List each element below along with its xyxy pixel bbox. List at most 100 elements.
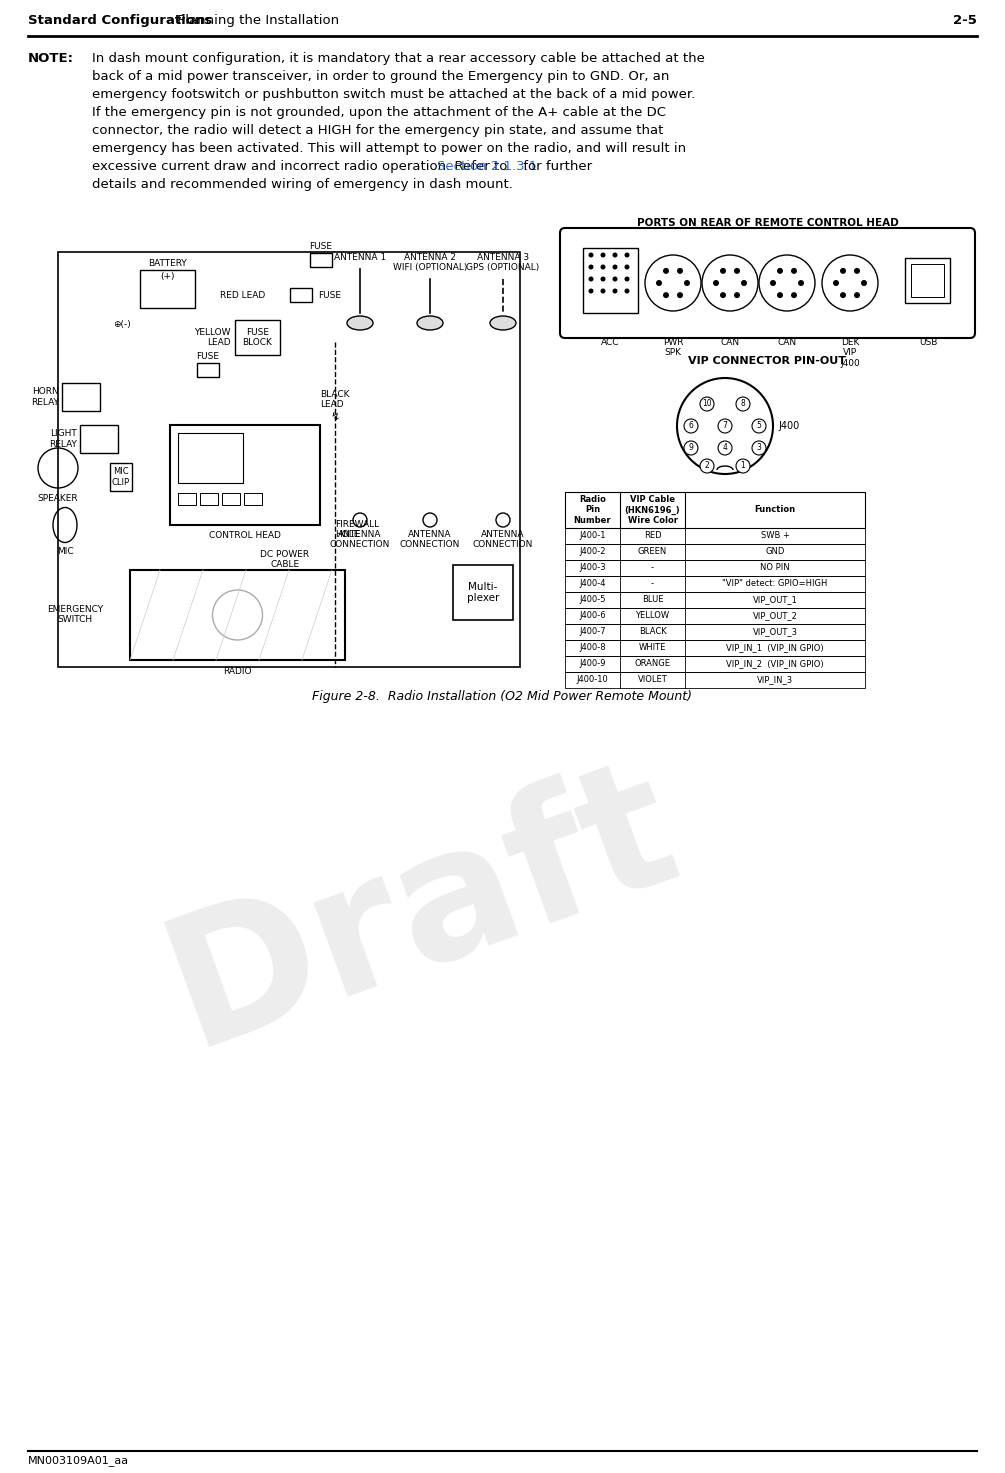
Circle shape — [798, 280, 804, 286]
Bar — [178, 493, 196, 505]
Circle shape — [589, 289, 594, 293]
Text: VIP_IN_1  (VIP_IN GPIO): VIP_IN_1 (VIP_IN GPIO) — [727, 644, 824, 653]
Text: WHITE: WHITE — [639, 644, 666, 653]
Bar — [565, 527, 865, 544]
Circle shape — [612, 277, 617, 281]
Text: FUSE: FUSE — [310, 242, 333, 250]
Circle shape — [861, 280, 867, 286]
Text: 6: 6 — [688, 421, 693, 430]
Text: back of a mid power transceiver, in order to ground the Emergency pin to GND. Or: back of a mid power transceiver, in orde… — [92, 71, 669, 82]
Bar — [222, 493, 240, 505]
Circle shape — [718, 418, 732, 433]
Text: details and recommended wiring of emergency in dash mount.: details and recommended wiring of emerge… — [92, 178, 513, 191]
Text: PWR
SPK: PWR SPK — [662, 337, 683, 358]
Text: VIP_IN_3: VIP_IN_3 — [757, 676, 793, 685]
Bar — [565, 608, 865, 625]
Circle shape — [777, 292, 783, 298]
Text: USB: USB — [919, 337, 938, 348]
Circle shape — [752, 418, 766, 433]
Bar — [565, 592, 865, 608]
Text: YELLOW
LEAD: YELLOW LEAD — [195, 328, 231, 348]
Text: Section 2.1.3.1: Section 2.1.3.1 — [437, 161, 538, 172]
Text: 3: 3 — [757, 443, 762, 452]
Circle shape — [720, 292, 726, 298]
Text: Figure 2-8.  Radio Installation (O2 Mid Power Remote Mount): Figure 2-8. Radio Installation (O2 Mid P… — [313, 689, 692, 703]
Circle shape — [663, 292, 669, 298]
Text: FIREWALL
HOLE: FIREWALL HOLE — [335, 520, 379, 539]
Circle shape — [720, 268, 726, 274]
Text: VIP_OUT_2: VIP_OUT_2 — [753, 611, 797, 620]
Circle shape — [854, 292, 860, 298]
Ellipse shape — [490, 317, 516, 330]
Circle shape — [734, 268, 740, 274]
Text: Planning the Installation: Planning the Installation — [173, 15, 339, 27]
Circle shape — [624, 265, 629, 270]
Text: DC POWER
CABLE: DC POWER CABLE — [260, 549, 310, 570]
Circle shape — [736, 398, 750, 411]
Circle shape — [840, 268, 846, 274]
Text: J400: J400 — [778, 421, 799, 432]
Text: LIGHT
RELAY: LIGHT RELAY — [49, 429, 77, 449]
Text: 2-5: 2-5 — [953, 15, 977, 27]
Text: If the emergency pin is not grounded, upon the attachment of the A+ cable at the: If the emergency pin is not grounded, up… — [92, 106, 666, 119]
Text: VIOLET: VIOLET — [637, 676, 667, 685]
Circle shape — [734, 292, 740, 298]
Text: ANTENNA
CONNECTION: ANTENNA CONNECTION — [330, 530, 390, 549]
Bar — [235, 320, 280, 355]
Text: excessive current draw and incorrect radio operation. Refer to: excessive current draw and incorrect rad… — [92, 161, 512, 172]
Text: SWB +: SWB + — [761, 532, 790, 541]
Text: 8: 8 — [741, 399, 746, 408]
Circle shape — [854, 268, 860, 274]
Bar — [178, 433, 243, 483]
Bar — [904, 258, 950, 303]
Text: RED: RED — [643, 532, 661, 541]
Text: RADIO: RADIO — [223, 667, 251, 676]
Text: NO PIN: NO PIN — [760, 564, 790, 573]
Text: ANTENNA 1: ANTENNA 1 — [334, 253, 386, 262]
Text: BATTERY: BATTERY — [148, 259, 187, 268]
Text: VIP CONNECTOR PIN-OUT: VIP CONNECTOR PIN-OUT — [688, 356, 846, 365]
Text: connector, the radio will detect a HIGH for the emergency pin state, and assume : connector, the radio will detect a HIGH … — [92, 124, 663, 137]
Text: J400-2: J400-2 — [579, 548, 606, 557]
Circle shape — [601, 277, 605, 281]
Text: SPEAKER: SPEAKER — [38, 493, 78, 502]
Text: J400-1: J400-1 — [579, 532, 606, 541]
Circle shape — [770, 280, 776, 286]
Bar — [583, 247, 638, 312]
Circle shape — [718, 440, 732, 455]
Text: ↯: ↯ — [331, 412, 340, 421]
Text: ANTENNA 2
WIFI (OPTIONAL): ANTENNA 2 WIFI (OPTIONAL) — [393, 253, 467, 273]
Bar — [197, 362, 219, 377]
Text: ACC: ACC — [601, 337, 619, 348]
Text: FUSE
BLOCK: FUSE BLOCK — [242, 328, 272, 348]
Circle shape — [677, 292, 683, 298]
Bar — [290, 289, 312, 302]
Circle shape — [752, 440, 766, 455]
Circle shape — [791, 292, 797, 298]
Text: for further: for further — [520, 161, 593, 172]
Circle shape — [624, 252, 629, 258]
Text: 2: 2 — [705, 461, 710, 470]
Text: ANTENNA
CONNECTION: ANTENNA CONNECTION — [400, 530, 460, 549]
Text: BLACK: BLACK — [638, 627, 666, 636]
Bar — [453, 566, 513, 620]
Bar — [130, 570, 345, 660]
Circle shape — [601, 289, 605, 293]
Text: emergency footswitch or pushbutton switch must be attached at the back of a mid : emergency footswitch or pushbutton switc… — [92, 88, 695, 102]
Text: VIP_IN_2  (VIP_IN GPIO): VIP_IN_2 (VIP_IN GPIO) — [727, 660, 824, 669]
Circle shape — [713, 280, 719, 286]
Text: GND: GND — [766, 548, 785, 557]
Circle shape — [624, 277, 629, 281]
Circle shape — [589, 252, 594, 258]
Bar — [565, 544, 865, 560]
Circle shape — [700, 398, 714, 411]
Text: 7: 7 — [723, 421, 728, 430]
Text: "VIP" detect: GPIO=HIGH: "VIP" detect: GPIO=HIGH — [723, 579, 828, 589]
Circle shape — [624, 289, 629, 293]
Bar — [565, 655, 865, 672]
Text: J400-3: J400-3 — [579, 564, 606, 573]
Bar — [62, 383, 100, 411]
Circle shape — [777, 268, 783, 274]
Text: CAN: CAN — [721, 337, 740, 348]
Bar — [565, 492, 865, 527]
